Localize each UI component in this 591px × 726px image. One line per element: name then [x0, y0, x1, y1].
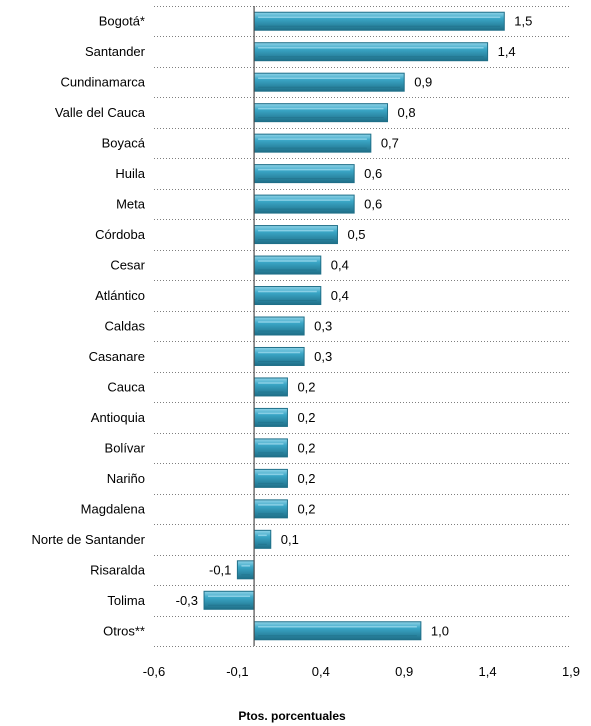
- x-tick-label: 0,9: [395, 664, 413, 679]
- bar: [253, 103, 389, 123]
- bar-15: [253, 438, 288, 458]
- bar-6: [253, 164, 355, 184]
- x-tick-label: 1,9: [562, 664, 580, 679]
- bar: [203, 590, 255, 610]
- value-label: 0,2: [297, 471, 315, 486]
- value-label: -0,1: [209, 562, 231, 577]
- bar-3: [253, 72, 405, 92]
- category-label: Bolívar: [105, 440, 146, 455]
- category-label: Cauca: [107, 379, 145, 394]
- bar-21: [253, 621, 422, 641]
- bar-19: [236, 560, 255, 580]
- value-label: -0,3: [176, 593, 198, 608]
- bar: [253, 438, 288, 458]
- bar-14: [253, 407, 288, 427]
- bar: [253, 621, 422, 641]
- value-label: 0,9: [414, 75, 432, 90]
- bar-8: [253, 225, 338, 245]
- category-label: Norte de Santander: [32, 532, 146, 547]
- category-label: Magdalena: [81, 501, 146, 516]
- x-tick-labels: -0,6 -0,1 0,4 0,9 1,4 1,9: [143, 664, 580, 679]
- bar-7: [253, 194, 355, 214]
- value-label: 0,4: [331, 288, 349, 303]
- category-label: Nariño: [107, 471, 145, 486]
- category-label: Atlántico: [95, 288, 145, 303]
- bar: [253, 377, 288, 397]
- bar: [253, 42, 489, 62]
- x-axis-title: Ptos. porcentuales: [238, 709, 346, 723]
- bar-4: [253, 103, 389, 123]
- x-tick-label: -0,1: [226, 664, 248, 679]
- bar-10: [253, 286, 322, 306]
- value-label: 0,7: [381, 136, 399, 151]
- bar: [253, 316, 305, 336]
- bar-1: [253, 11, 505, 31]
- category-label: Valle del Cauca: [55, 105, 146, 120]
- x-tick-label: 0,4: [312, 664, 330, 679]
- x-tick-label: -0,6: [143, 664, 165, 679]
- bar: [253, 164, 355, 184]
- category-label: Huila: [115, 166, 145, 181]
- category-label: Meta: [116, 197, 146, 212]
- bar: [253, 11, 505, 31]
- bar-2: [253, 42, 489, 62]
- value-label: 0,5: [347, 227, 365, 242]
- category-label: Caldas: [105, 319, 146, 334]
- value-label: 0,2: [297, 410, 315, 425]
- category-label: Córdoba: [95, 227, 146, 242]
- value-label: 0,3: [314, 319, 332, 334]
- bar: [253, 346, 305, 366]
- category-label: Antioquia: [91, 410, 146, 425]
- value-label: 0,2: [297, 379, 315, 394]
- category-labels: Bogotá* Santander Cundinamarca Valle del Ca…: [32, 14, 146, 639]
- bar-5: [253, 133, 372, 153]
- bar: [253, 133, 372, 153]
- bar: [253, 72, 405, 92]
- bar-16: [253, 468, 288, 488]
- bar: [253, 255, 322, 275]
- value-labels: 1,5 1,4 0,9 0,8 0,7 0,6 0,6 0,5 0,4 0,4 0,3 0,3 0,2 0…: [176, 14, 533, 639]
- category-label: Santander: [85, 44, 146, 59]
- value-label: 1,4: [498, 44, 516, 59]
- category-label: Casanare: [89, 349, 145, 364]
- category-label: Bogotá*: [99, 14, 145, 29]
- value-label: 0,2: [297, 440, 315, 455]
- gridlines: [154, 6, 571, 647]
- x-tick-label: 1,4: [479, 664, 497, 679]
- category-label: Boyacá: [102, 136, 146, 151]
- bars: [203, 11, 505, 641]
- value-label: 0,6: [364, 166, 382, 181]
- value-label: 0,1: [281, 532, 299, 547]
- bar: [253, 194, 355, 214]
- value-label: 0,4: [331, 258, 349, 273]
- bar-18: [253, 529, 272, 549]
- value-label: 0,6: [364, 197, 382, 212]
- bar-20: [203, 590, 255, 610]
- value-label: 0,8: [398, 105, 416, 120]
- value-label: 1,5: [514, 14, 532, 29]
- value-label: 1,0: [431, 623, 449, 638]
- value-label: 0,3: [314, 349, 332, 364]
- category-label: Tolima: [107, 593, 145, 608]
- category-label: Cesar: [110, 258, 145, 273]
- bar-13: [253, 377, 288, 397]
- category-label: Cundinamarca: [60, 75, 145, 90]
- bar-12: [253, 346, 305, 366]
- bar: [253, 407, 288, 427]
- bar: [253, 225, 338, 245]
- bar: [253, 529, 272, 549]
- bar-17: [253, 499, 288, 519]
- bar: [253, 499, 288, 519]
- bar: [253, 286, 322, 306]
- bar: [236, 560, 255, 580]
- category-label: Risaralda: [90, 562, 146, 577]
- value-label: 0,2: [297, 501, 315, 516]
- bar-11: [253, 316, 305, 336]
- bar-9: [253, 255, 322, 275]
- category-label: Otros**: [103, 623, 145, 638]
- bar: [253, 468, 288, 488]
